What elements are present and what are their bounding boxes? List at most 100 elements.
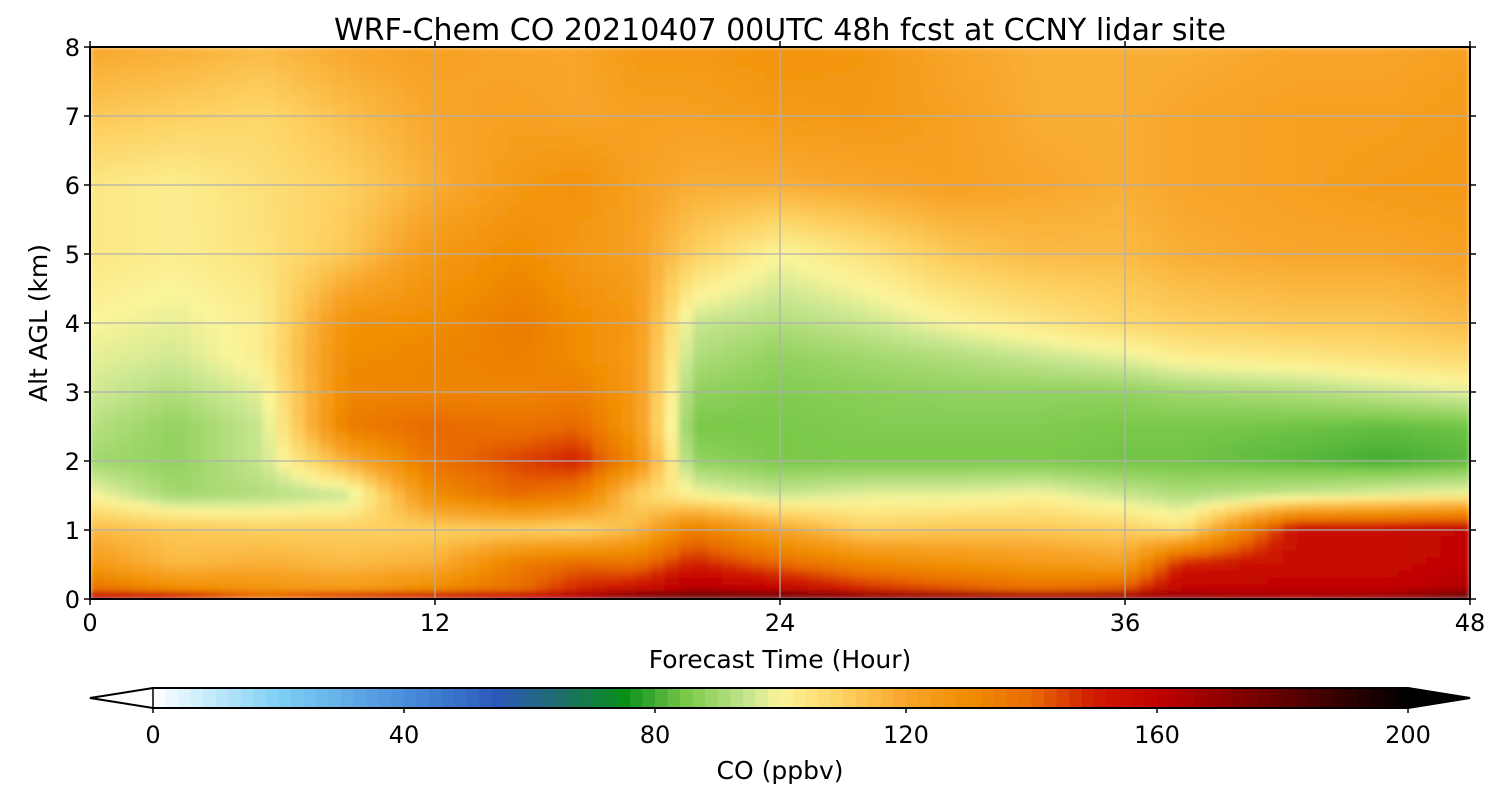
heatmap-cell xyxy=(951,274,968,283)
heatmap-cell xyxy=(204,94,220,103)
heatmap-cell xyxy=(376,218,393,227)
heatmap-cell xyxy=(1153,136,1169,145)
heatmap-cell xyxy=(233,322,249,331)
heatmap-cell xyxy=(1239,80,1255,89)
heatmap-cell xyxy=(319,60,335,69)
heatmap-cell xyxy=(190,122,206,131)
heatmap-cell xyxy=(520,149,537,158)
heatmap-cell xyxy=(721,205,738,214)
heatmap-cell xyxy=(1167,356,1184,365)
heatmap-cell xyxy=(650,74,666,83)
heatmap-cell xyxy=(132,101,149,110)
heatmap-cell xyxy=(1397,253,1414,262)
heatmap-cell xyxy=(951,163,968,172)
heatmap-cell xyxy=(1196,205,1212,214)
heatmap-cell xyxy=(391,115,407,124)
heatmap-cell xyxy=(822,218,839,227)
heatmap-cell xyxy=(678,267,695,276)
heatmap-cell xyxy=(348,370,364,379)
heatmap-cell xyxy=(1138,163,1155,172)
heatmap-cell xyxy=(204,143,220,152)
heatmap-cell xyxy=(736,80,752,89)
heatmap-cell xyxy=(420,108,436,117)
heatmap-cell xyxy=(218,363,235,372)
heatmap-cell xyxy=(1138,343,1155,352)
heatmap-cell xyxy=(1124,60,1140,69)
heatmap-cell xyxy=(923,274,939,283)
heatmap-cell xyxy=(880,274,896,283)
heatmap-cell xyxy=(1311,205,1327,214)
heatmap-cell xyxy=(980,115,997,124)
heatmap-cell xyxy=(1110,267,1126,276)
heatmap-cell xyxy=(1110,87,1126,96)
heatmap-cell xyxy=(1311,253,1327,262)
heatmap-cell xyxy=(836,67,853,76)
heatmap-cell xyxy=(836,398,853,407)
heatmap-cell xyxy=(1253,122,1270,131)
heatmap-cell xyxy=(506,108,522,117)
heatmap-cell xyxy=(391,267,407,276)
heatmap-cell xyxy=(995,198,1011,207)
heatmap-cell xyxy=(995,384,1011,393)
heatmap-cell xyxy=(606,53,623,62)
heatmap-cell xyxy=(779,281,795,290)
heatmap-cell xyxy=(1023,356,1040,365)
heatmap-cell xyxy=(808,239,824,248)
heatmap-cell xyxy=(405,294,422,303)
heatmap-cell xyxy=(233,149,249,158)
heatmap-cell xyxy=(1095,60,1112,69)
heatmap-cell xyxy=(319,391,335,400)
heatmap-cell xyxy=(1196,384,1212,393)
heatmap-cell xyxy=(261,108,278,117)
heatmap-cell xyxy=(937,212,954,221)
heatmap-cell xyxy=(118,322,134,331)
heatmap-cell xyxy=(1153,322,1169,331)
heatmap-cell xyxy=(1110,115,1126,124)
heatmap-cell xyxy=(621,225,637,234)
heatmap-cell xyxy=(678,225,695,234)
heatmap-cell xyxy=(736,67,752,76)
heatmap-cell xyxy=(606,398,623,407)
heatmap-cell xyxy=(420,143,436,152)
heatmap-cell xyxy=(1296,80,1313,89)
heatmap-cell xyxy=(750,218,767,227)
heatmap-cell xyxy=(146,149,163,158)
heatmap-cell xyxy=(1066,198,1083,207)
heatmap-cell xyxy=(376,170,393,179)
heatmap-cell xyxy=(1052,301,1069,310)
heatmap-cell xyxy=(606,170,623,179)
heatmap-cell xyxy=(822,170,839,179)
heatmap-cell xyxy=(1153,115,1169,124)
heatmap-cell xyxy=(793,87,810,96)
heatmap-cell xyxy=(1196,177,1212,186)
heatmap-cell xyxy=(707,163,724,172)
heatmap-cell xyxy=(146,253,163,262)
heatmap-cell xyxy=(1253,60,1270,69)
heatmap-cell xyxy=(1081,281,1097,290)
heatmap-cell xyxy=(995,205,1011,214)
heatmap-cell xyxy=(1368,356,1385,365)
heatmap-cell xyxy=(779,246,795,255)
heatmap-cell xyxy=(563,287,580,296)
heatmap-cell xyxy=(951,170,968,179)
heatmap-cell xyxy=(1066,329,1083,338)
heatmap-cell xyxy=(204,74,220,83)
heatmap-cell xyxy=(937,239,954,248)
heatmap-cell xyxy=(1081,191,1097,200)
heatmap-cell xyxy=(1239,363,1255,372)
heatmap-cell xyxy=(1426,170,1442,179)
heatmap-cell xyxy=(333,308,350,317)
heatmap-cell xyxy=(477,246,494,255)
heatmap-cell xyxy=(1009,281,1025,290)
heatmap-cell xyxy=(290,343,307,352)
heatmap-cell xyxy=(1225,363,1241,372)
heatmap-cell xyxy=(563,281,580,290)
heatmap-cell xyxy=(247,225,264,234)
heatmap-cell xyxy=(261,156,278,165)
heatmap-cell xyxy=(290,384,307,393)
heatmap-cell xyxy=(592,47,609,55)
heatmap-cell xyxy=(908,74,925,83)
heatmap-cell xyxy=(1340,232,1356,241)
heatmap-cell xyxy=(836,53,853,62)
heatmap-cell xyxy=(1253,177,1270,186)
